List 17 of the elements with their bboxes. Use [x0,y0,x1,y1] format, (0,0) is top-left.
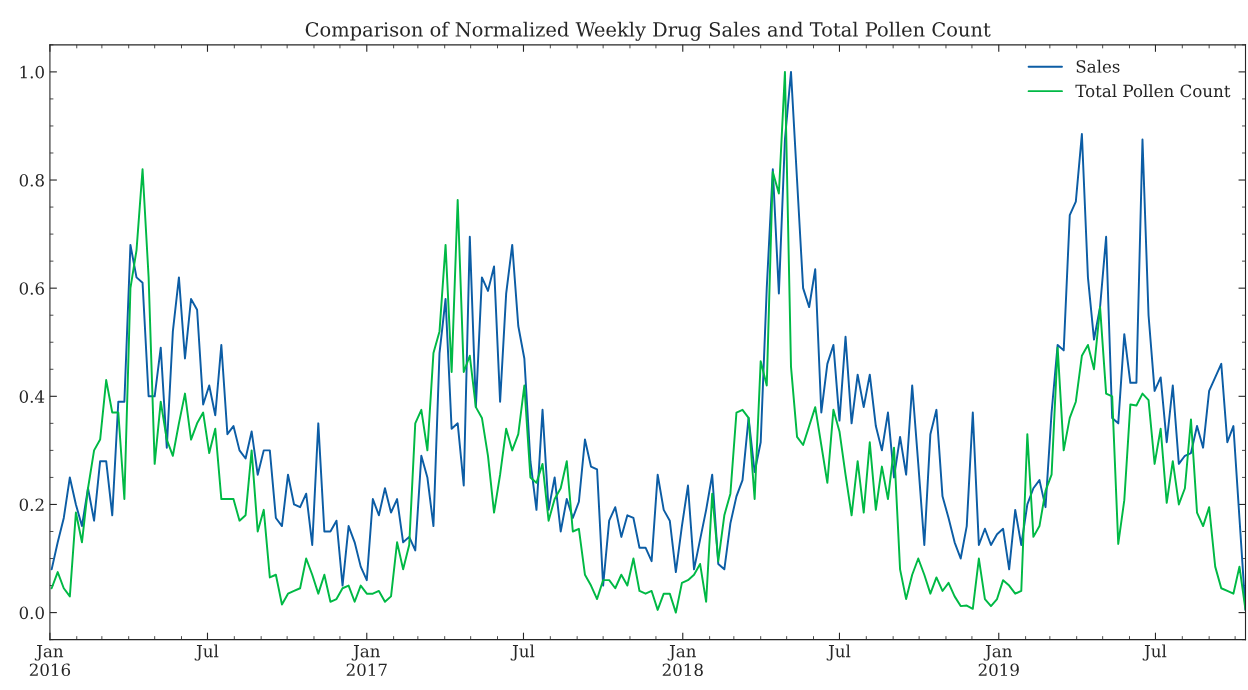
x-tick-label: Jan 2016 [29,645,71,677]
legend-label: Sales [1076,59,1120,73]
x-tick-label: Jan 2019 [978,645,1019,677]
y-tick-label: 0.8 [19,173,44,187]
y-tick-label: 0.6 [19,282,45,295]
x-tick-label: Jan 2018 [662,645,703,677]
chart-title: Comparison of Normalized Weekly Drug Sales and Total Pollen Count [305,21,991,41]
y-tick-label: 0.2 [19,498,44,512]
legend-label: Total Pollen Count [1075,84,1231,98]
y-tick-label: 1.0 [20,65,44,79]
x-tick-label: Jan 2017 [346,645,387,677]
x-tick-label: Jul [1142,644,1167,661]
y-tick-label: 0.0 [19,606,44,620]
x-tick-label: Jul [826,644,851,661]
y-tick-label: 0.4 [19,390,45,403]
x-tick-label: Jul [194,644,219,661]
x-tick-label: Jul [510,644,535,661]
